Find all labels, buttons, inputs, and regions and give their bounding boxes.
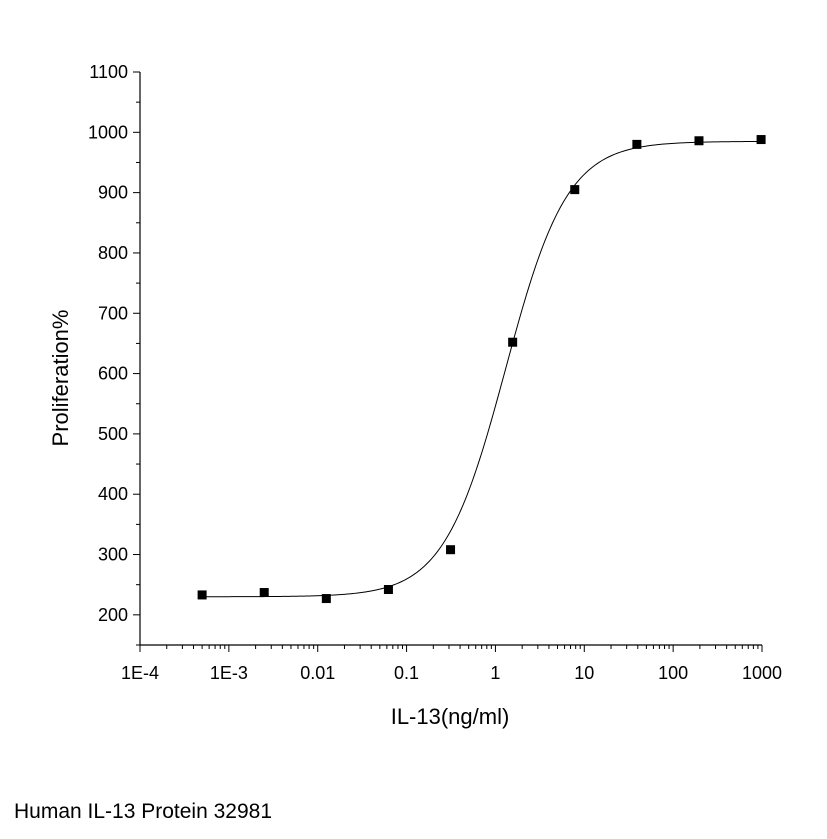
y-tick-label: 900 [98,183,128,203]
data-point [383,585,393,595]
x-axis-ticks: 1E-4 1E-3 0.01 0.1 1 10 100 1000 [121,645,782,683]
x-tick-label: 1000 [742,663,782,683]
axes [139,72,762,646]
chart: 1E-4 1E-3 0.01 0.1 1 10 100 1000 200 300 400 500 60… [48,62,782,729]
x-tick-label: 100 [658,663,688,683]
data-point [570,185,580,195]
y-tick-label: 300 [98,545,128,565]
data-point [259,588,269,598]
y-tick-label: 800 [98,243,128,263]
data-point [446,545,456,555]
data-point [321,594,331,604]
y-tick-label: 600 [98,364,128,384]
y-tick-label: 500 [98,424,128,444]
figure-caption: Human IL-13 Protein 32981 [14,800,272,823]
data-point [756,135,766,145]
x-tick-label: 1E-3 [210,663,248,683]
y-axis-ticks: 200 300 400 500 600 700 800 900 1000 1100 [88,62,140,646]
x-tick-label: 10 [574,663,594,683]
y-tick-label: 1000 [88,122,128,142]
x-tick-label: 1 [490,663,500,683]
x-tick-label: 0.01 [300,663,335,683]
x-tick-label: 0.1 [394,663,419,683]
data-points [197,135,766,604]
x-tick-label: 1E-4 [121,663,159,683]
data-point [197,590,207,600]
y-tick-label: 200 [98,605,128,625]
data-point [632,139,642,149]
y-tick-label: 700 [98,303,128,323]
y-tick-label: 1100 [89,62,128,82]
data-point [694,136,704,146]
x-axis-title: IL-13(ng/ml) [391,704,510,729]
data-point [508,337,518,347]
y-axis-title: Proliferation% [48,310,73,447]
fit-curve [202,140,762,598]
y-tick-label: 400 [98,484,128,504]
